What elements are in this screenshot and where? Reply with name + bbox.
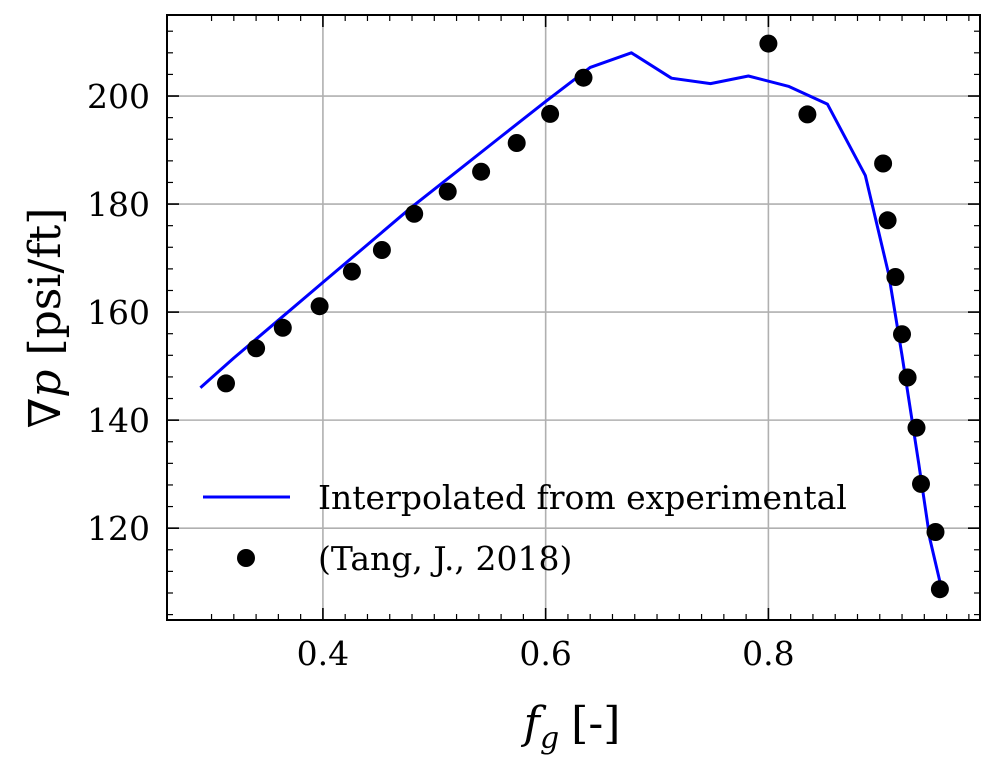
- legend-label-interpolated: Interpolated from experimental: [318, 478, 847, 517]
- data-point: [874, 154, 893, 173]
- legend: Interpolated from experimental (Tang, J.…: [203, 478, 847, 578]
- series-layer: [199, 34, 949, 599]
- data-point: [310, 297, 329, 316]
- data-point: [912, 474, 930, 493]
- data-point: [759, 34, 778, 53]
- data-point: [405, 204, 424, 223]
- data-point: [898, 368, 917, 387]
- data-point: [472, 162, 491, 181]
- y-axis-title-unit: [psi/ft]: [20, 208, 71, 356]
- x-axis-title: fg [-]: [521, 698, 621, 756]
- data-point: [438, 182, 457, 201]
- y-tick-label: 200: [87, 77, 150, 116]
- grid: [167, 15, 980, 620]
- y-tick-label: 140: [87, 401, 150, 440]
- x-tick-label: 0.6: [519, 634, 571, 673]
- data-point: [798, 105, 817, 124]
- x-tick-label: 0.8: [742, 634, 794, 673]
- data-point: [247, 339, 266, 358]
- ticks: [167, 15, 980, 620]
- tick-labels: 0.4 0.6 0.8 120 140 160 180 200: [87, 77, 795, 673]
- legend-marker-swatch: [237, 549, 255, 567]
- y-axis-title: ∇p [psi/ft]: [20, 208, 71, 429]
- data-point: [878, 211, 897, 230]
- data-point: [907, 418, 926, 437]
- data-point: [273, 318, 292, 337]
- y-tick-label: 120: [87, 509, 150, 548]
- plot-frame: [166, 14, 981, 621]
- data-point: [541, 104, 560, 123]
- data-point: [342, 262, 361, 281]
- x-axis-title-sub: g: [540, 721, 559, 756]
- data-point: [926, 523, 945, 541]
- data-point: [574, 68, 593, 87]
- x-tick-label: 0.4: [297, 634, 349, 673]
- data-point: [893, 325, 911, 344]
- y-tick-label: 180: [87, 185, 150, 224]
- legend-label-tang: (Tang, J., 2018): [318, 539, 572, 578]
- data-point: [507, 134, 526, 152]
- interpolated-line: [199, 51, 945, 597]
- x-axis-title-unit: [-]: [571, 698, 620, 749]
- y-axis-title-symbol: ∇p: [20, 370, 71, 429]
- data-point: [217, 374, 235, 393]
- data-point: [372, 241, 391, 259]
- data-point: [930, 580, 949, 599]
- data-point: [886, 268, 905, 286]
- y-tick-label: 160: [87, 293, 150, 332]
